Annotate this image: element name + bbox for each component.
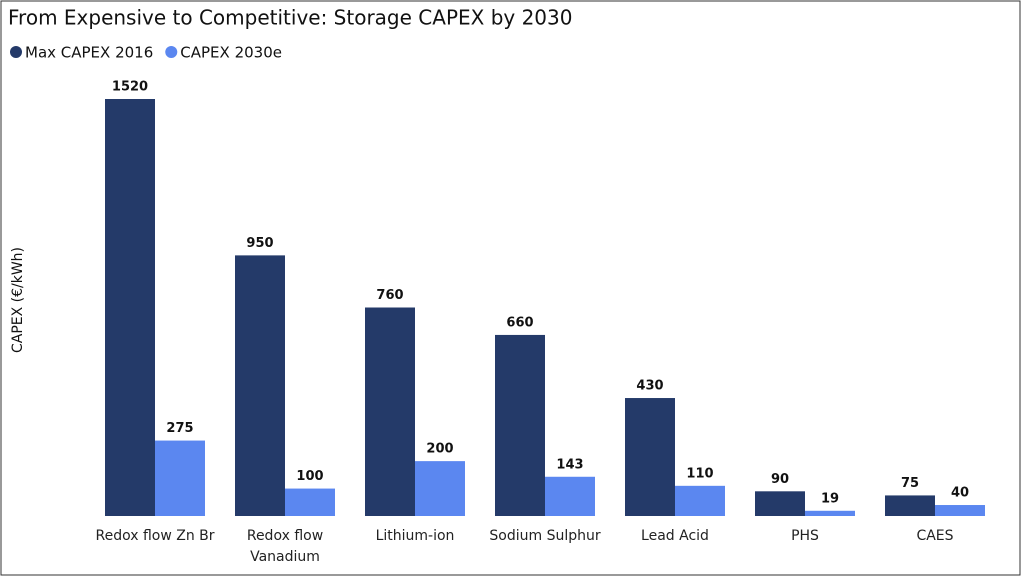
x-tick-label: Redox flow Vanadium (246, 528, 324, 565)
data-label: 275 (166, 421, 193, 436)
bar (805, 510, 855, 516)
bar (155, 440, 205, 516)
x-tick-label: Lead Acid (641, 528, 709, 544)
y-axis-label: CAPEX (€/kWh) (10, 247, 26, 353)
data-label: 19 (821, 491, 839, 506)
legend-marker (10, 46, 22, 58)
legend-label: Max CAPEX 2016 (25, 44, 153, 62)
data-label: 430 (636, 379, 663, 394)
bar (415, 461, 465, 516)
data-label: 90 (771, 472, 789, 487)
bar (285, 488, 335, 516)
data-label: 143 (556, 457, 583, 472)
x-tick-label: PHS (791, 528, 819, 544)
x-tick-label: Sodium Sulphur (489, 528, 601, 544)
bar (935, 505, 985, 516)
bar (675, 485, 725, 516)
x-tick-label: Lithium-ion (375, 528, 455, 544)
data-label: 100 (296, 469, 323, 484)
legend-label: CAPEX 2030e (180, 44, 282, 62)
x-tick-label: Redox flow Zn Br (95, 528, 215, 544)
bar (235, 255, 285, 516)
chart-title: From Expensive to Competitive: Storage C… (8, 6, 572, 30)
data-label: 950 (246, 236, 273, 251)
legend-marker (165, 46, 178, 58)
data-label: 110 (686, 466, 713, 481)
data-label: 1520 (112, 80, 148, 95)
data-label: 660 (506, 315, 533, 330)
data-label: 200 (426, 442, 453, 457)
x-tick-label: CAES (916, 528, 954, 544)
bar (545, 476, 595, 516)
data-label: 75 (901, 476, 919, 491)
bar (365, 307, 415, 516)
bar (755, 491, 805, 516)
bar (885, 495, 935, 516)
bar (105, 99, 155, 516)
data-label: 40 (951, 486, 969, 501)
bar (625, 398, 675, 516)
bar (495, 334, 545, 516)
data-label: 760 (376, 288, 403, 303)
